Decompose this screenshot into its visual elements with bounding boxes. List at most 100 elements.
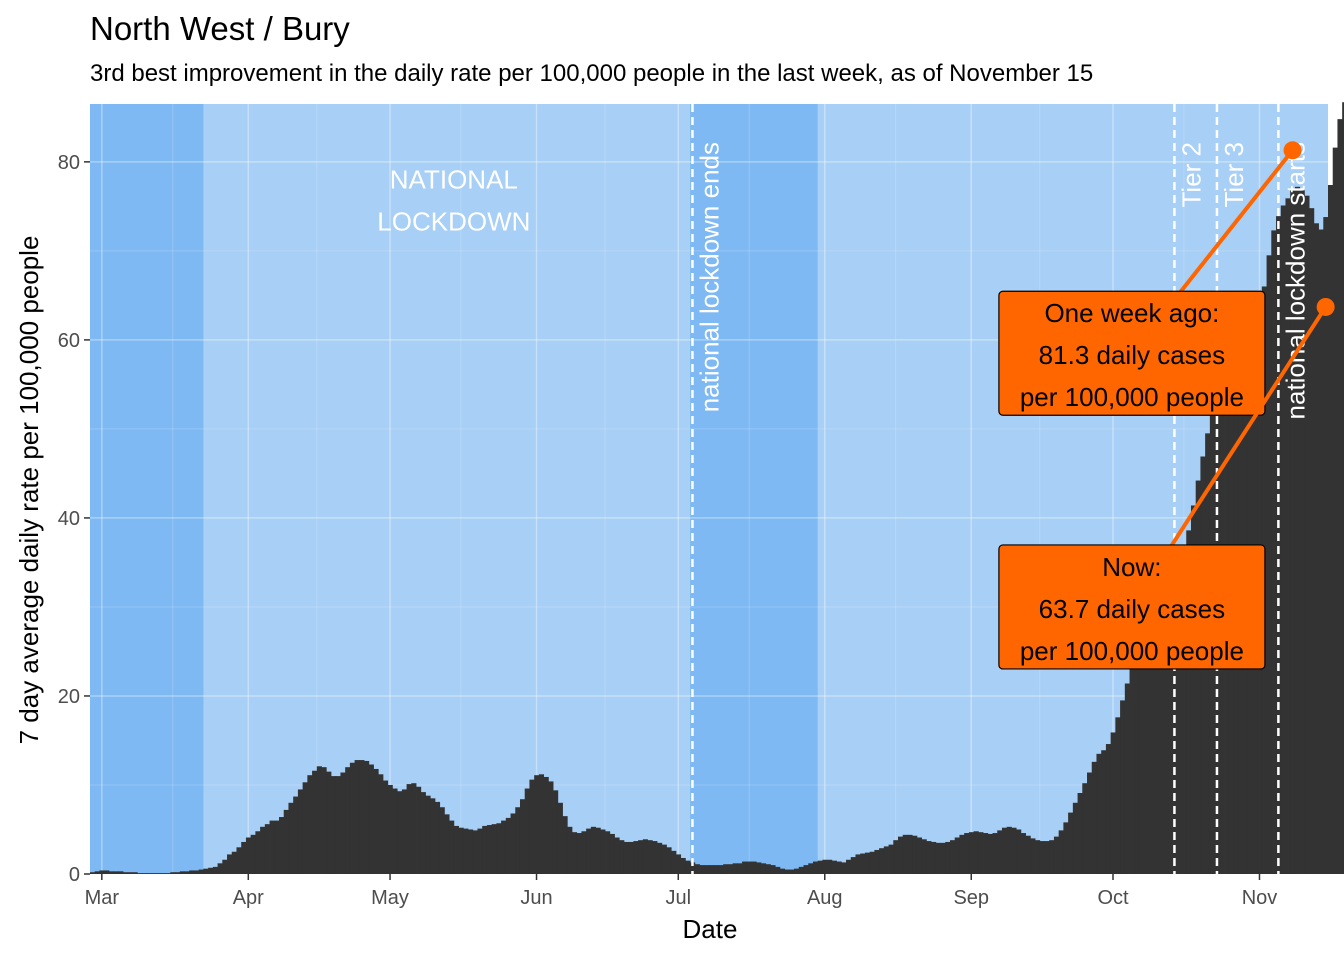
bar (916, 837, 923, 874)
bar (893, 840, 899, 874)
bar (1115, 717, 1121, 874)
bar (1313, 223, 1319, 875)
bar (912, 835, 918, 874)
shaded-period (90, 104, 204, 874)
bar (775, 866, 781, 874)
bar (1138, 642, 1145, 874)
bar (784, 869, 790, 874)
bar (212, 866, 218, 874)
bar (723, 864, 729, 874)
bar (279, 817, 285, 874)
bar (1110, 732, 1116, 874)
bar (340, 772, 346, 874)
bar (260, 826, 266, 874)
x-tick-label: Oct (1097, 887, 1129, 909)
bar (746, 861, 752, 874)
annotation-text-line: 63.7 daily cases (1039, 594, 1225, 624)
bar (1328, 185, 1334, 874)
bar (926, 841, 932, 874)
bar (657, 842, 663, 874)
bar (250, 834, 256, 874)
bar (888, 844, 894, 874)
bar (619, 840, 625, 874)
bar (1006, 826, 1012, 874)
bar (538, 774, 545, 874)
bar (822, 859, 828, 874)
bar (827, 859, 833, 874)
bar (685, 860, 691, 874)
bar (425, 795, 431, 874)
bar (198, 869, 204, 874)
bar (1337, 119, 1343, 875)
bar (968, 832, 975, 874)
bar (203, 868, 209, 874)
bar (1195, 480, 1201, 874)
bar (297, 789, 304, 874)
bar (1323, 217, 1329, 875)
bar (954, 837, 960, 874)
bar (1096, 753, 1102, 874)
bar (1181, 555, 1187, 874)
bar (987, 833, 993, 874)
bar (1153, 612, 1159, 874)
bar (524, 788, 530, 874)
bar (1105, 744, 1112, 874)
bar (189, 870, 195, 874)
bar (208, 867, 214, 874)
bar (756, 862, 762, 874)
bar (586, 828, 592, 874)
annotation-text-line: 81.3 daily cases (1039, 340, 1225, 370)
bar (231, 851, 237, 874)
bar (760, 863, 767, 874)
chart-subtitle: 3rd best improvement in the daily rate p… (90, 60, 1094, 87)
bar (600, 829, 606, 874)
bar (349, 762, 356, 874)
bar (458, 827, 464, 874)
bar (137, 873, 143, 874)
bar (1318, 229, 1324, 874)
bar (444, 814, 450, 874)
bar (1063, 822, 1069, 874)
bar (869, 851, 875, 874)
bar (567, 826, 573, 874)
bar (732, 863, 738, 874)
bar (690, 862, 696, 874)
y-tick-label: 60 (58, 330, 80, 352)
bar (1016, 829, 1022, 874)
bar (368, 764, 374, 874)
bar (397, 791, 403, 874)
bar (652, 841, 658, 874)
bar (288, 802, 294, 874)
bar (864, 852, 871, 874)
bar (1294, 186, 1301, 874)
annotation-point (1283, 141, 1302, 160)
bar (1087, 772, 1093, 874)
bar (491, 824, 497, 874)
period-label-line: NATIONAL (390, 165, 518, 195)
bar (222, 859, 228, 874)
event-label: Tier 3 (1219, 142, 1249, 208)
bar (879, 848, 885, 874)
bar (647, 840, 653, 874)
bar (486, 825, 493, 874)
bar (992, 833, 998, 874)
bar (709, 865, 715, 874)
bar (557, 802, 563, 874)
bar (803, 865, 809, 874)
bar (1001, 827, 1008, 874)
bar (949, 840, 956, 874)
bar (1044, 841, 1050, 874)
bar (330, 776, 337, 874)
bar (99, 870, 105, 874)
bar (605, 831, 611, 874)
bar (179, 871, 185, 874)
bar (411, 783, 417, 874)
bar (378, 774, 384, 874)
bar (846, 859, 852, 874)
bar (921, 839, 927, 874)
bar (463, 828, 469, 874)
bar (123, 872, 129, 874)
bar (382, 780, 389, 874)
y-tick-label: 0 (69, 864, 80, 886)
